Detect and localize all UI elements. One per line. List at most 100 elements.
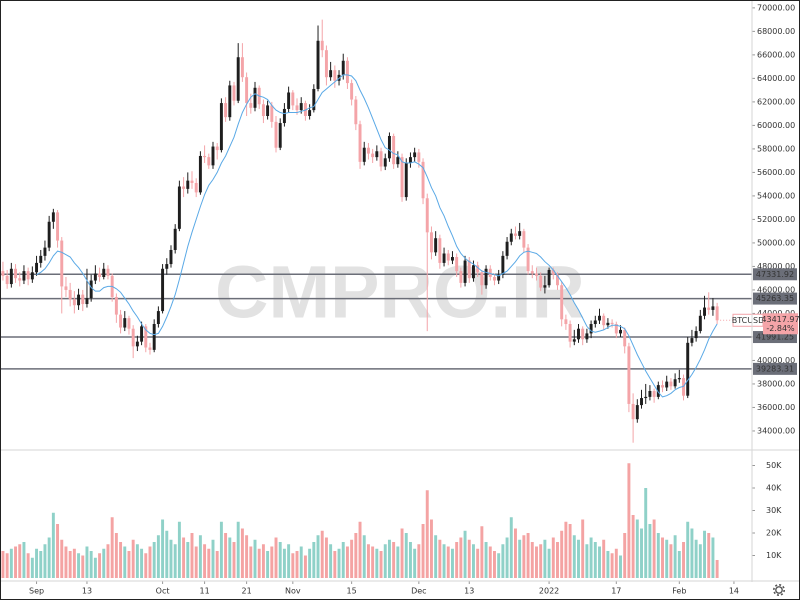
candle-body [703, 307, 706, 316]
volume-bar [39, 551, 43, 578]
candle-body [203, 155, 207, 158]
volume-bar [413, 548, 417, 578]
volume-bar [47, 537, 51, 578]
volume-bar [320, 530, 324, 578]
volume-bar [450, 548, 454, 578]
volume-bar [93, 557, 97, 578]
volume-bar [266, 551, 270, 578]
candle-body [333, 70, 337, 81]
candle-body [274, 121, 278, 148]
candle-body [556, 274, 559, 286]
volume-bar [110, 517, 114, 578]
plot-layer: 34000.0036000.0038000.0040000.0042000.00… [0, 3, 800, 596]
volume-bar [308, 548, 312, 578]
candle-body [366, 147, 370, 154]
volume-bar [72, 548, 76, 578]
volume-bar [501, 544, 505, 578]
candle-body [5, 275, 9, 285]
level-tag [753, 292, 797, 305]
candle-body [173, 228, 177, 250]
volume-bar [203, 544, 207, 578]
volume-bar [442, 544, 446, 578]
volume-bar [207, 548, 211, 578]
x-tick-label: Feb [672, 587, 686, 596]
y-tick-label: 58000.00 [757, 144, 795, 153]
volume-bar [505, 537, 509, 578]
x-tick-label: 21 [242, 587, 252, 596]
candle-body [656, 385, 660, 397]
level-tag [753, 362, 797, 375]
y-tick-label: 50000.00 [757, 238, 795, 247]
volume-bar [89, 551, 93, 578]
candle-body [509, 233, 513, 242]
volume-bar [648, 524, 652, 578]
volume-bar [488, 546, 492, 578]
volume-bar [190, 533, 194, 578]
volume-bar [278, 542, 282, 578]
volume-bar [438, 539, 442, 578]
volume-bar [156, 535, 160, 578]
y-tick-label: 64000.00 [757, 74, 795, 83]
volume-bar [14, 546, 18, 578]
y-tick-label: 46000.00 [757, 285, 795, 294]
volume-bar [656, 533, 660, 578]
volume-bar [371, 546, 375, 578]
volume-bar [333, 551, 337, 578]
x-tick-label: 13 [82, 587, 92, 596]
y-tick-label: 56000.00 [757, 168, 795, 177]
candle-body [551, 269, 555, 275]
candle-body [602, 315, 606, 326]
candle-body [682, 378, 685, 396]
candle-body [161, 268, 165, 312]
candle-body [43, 247, 47, 256]
level-label: 45263.35 [756, 294, 794, 303]
candle-body [421, 161, 425, 199]
volume-bar [299, 546, 303, 578]
volume-bar [707, 533, 711, 578]
volume-bar [270, 546, 274, 578]
level-label: 47331.92 [756, 270, 794, 279]
candle-body [324, 50, 328, 78]
volume-bar [366, 544, 370, 578]
volume-bar [703, 530, 706, 578]
candle-body [316, 40, 320, 89]
volume-bar [585, 544, 589, 578]
candle-body [287, 92, 291, 109]
volume-bar [354, 533, 358, 578]
candle-body [39, 255, 43, 263]
candle-body [156, 311, 160, 325]
volume-bar [123, 546, 127, 578]
candle-body [371, 153, 375, 158]
candle-body [354, 99, 358, 125]
volume-bar [51, 512, 55, 578]
volume-bar [362, 535, 366, 578]
candle-body [72, 299, 76, 306]
candle-body [497, 274, 501, 281]
candle-body [89, 280, 93, 299]
volume-bar [140, 548, 144, 578]
candle-body [47, 221, 51, 248]
volume-bar [493, 551, 496, 578]
candle-body [501, 255, 505, 275]
volume-bar [425, 490, 429, 578]
volume-bar [476, 548, 480, 578]
candle-body [190, 180, 194, 183]
volume-bar [652, 519, 656, 578]
candle-body [471, 265, 475, 279]
candle-body [26, 271, 30, 280]
volume-bar [610, 553, 614, 578]
gear-teeth [773, 584, 785, 596]
candle-body [598, 315, 601, 321]
candle-body [564, 319, 568, 325]
candle-body [417, 152, 421, 162]
volume-bar [341, 542, 345, 578]
candle-body [560, 285, 564, 320]
candle-body [1, 271, 5, 276]
candle-body [635, 405, 639, 420]
volume-bar [106, 544, 110, 578]
candle-body [152, 324, 156, 350]
candle-body [493, 277, 496, 281]
candle-body [375, 151, 379, 158]
settings-icon[interactable] [773, 584, 785, 596]
candle-body [522, 231, 526, 248]
